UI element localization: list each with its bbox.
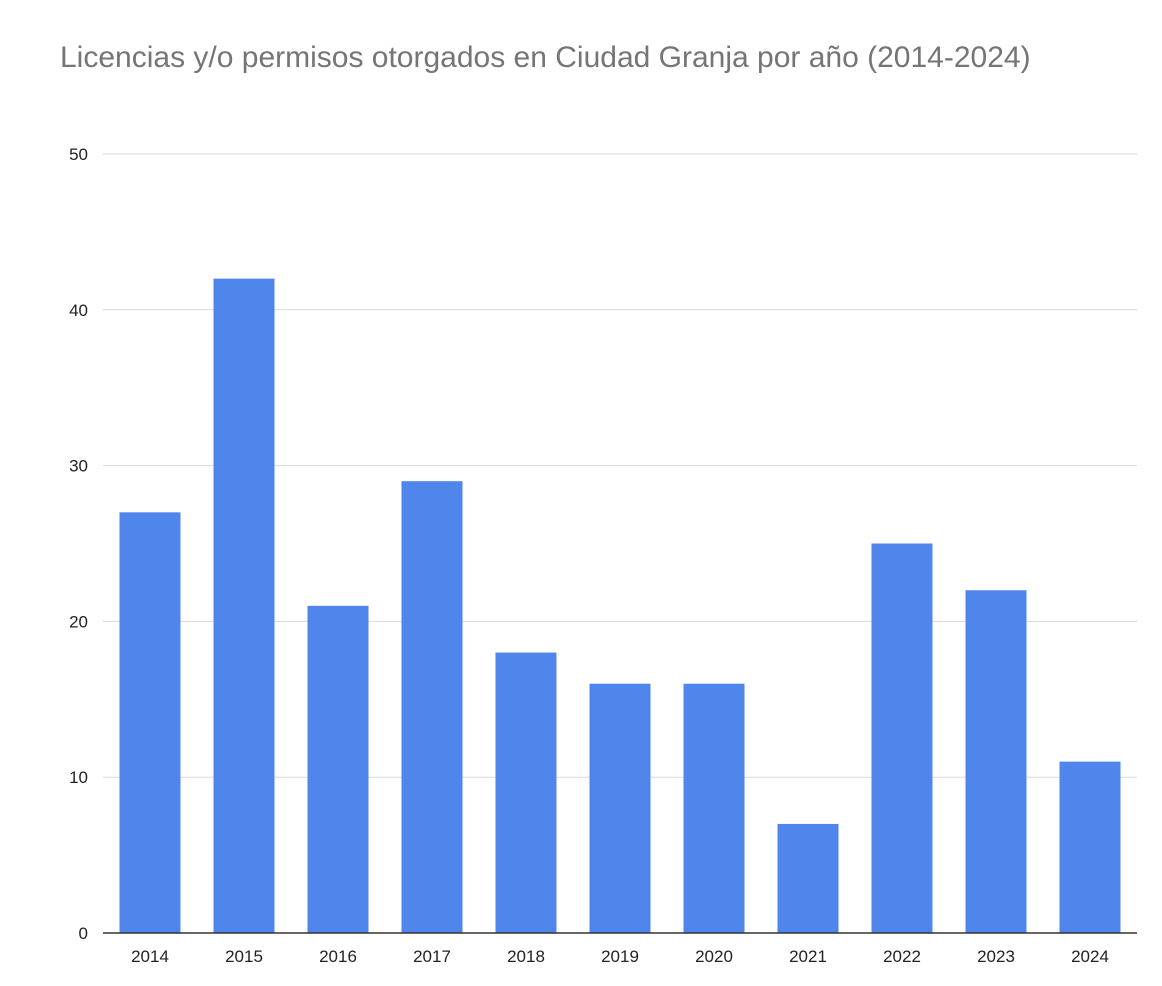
x-tick-label-2015: 2015 [225, 947, 263, 966]
y-tick-label: 50 [69, 145, 88, 164]
y-tick-label: 30 [69, 457, 88, 476]
bars [119, 278, 1121, 933]
x-tick-label-2019: 2019 [601, 947, 639, 966]
x-tick-label-2017: 2017 [413, 947, 451, 966]
bar-2015 [213, 278, 275, 933]
x-tick-label-2021: 2021 [789, 947, 827, 966]
bar-2020 [683, 683, 745, 933]
bar-2014 [119, 512, 181, 933]
x-tick-label-2014: 2014 [131, 947, 169, 966]
bar-2016 [307, 605, 369, 933]
y-tick-label: 20 [69, 612, 88, 631]
bar-2022 [871, 543, 933, 933]
bar-2019 [589, 683, 651, 933]
chart-title: Licencias y/o permisos otorgados en Ciud… [60, 41, 1031, 74]
y-tick-label: 0 [79, 924, 88, 943]
bar-2021 [777, 823, 839, 933]
y-tick-label: 10 [69, 768, 88, 787]
x-tick-label-2024: 2024 [1071, 947, 1109, 966]
gridlines [103, 153, 1137, 778]
x-tick-label-2018: 2018 [507, 947, 545, 966]
bar-2017 [401, 481, 463, 933]
bar-2023 [965, 590, 1027, 933]
x-tick-label-2020: 2020 [695, 947, 733, 966]
bar-2024 [1059, 761, 1121, 933]
x-tick-label-2023: 2023 [977, 947, 1015, 966]
y-axis-tick-labels: 0 10 20 30 40 50 [69, 145, 88, 943]
y-tick-label: 40 [69, 301, 88, 320]
x-tick-label-2016: 2016 [319, 947, 357, 966]
x-tick-label-2022: 2022 [883, 947, 921, 966]
x-axis-tick-labels: 2014 2015 2016 2017 2018 2019 2020 2021 2022 2023… [131, 947, 1109, 966]
bar-2018 [495, 652, 557, 933]
